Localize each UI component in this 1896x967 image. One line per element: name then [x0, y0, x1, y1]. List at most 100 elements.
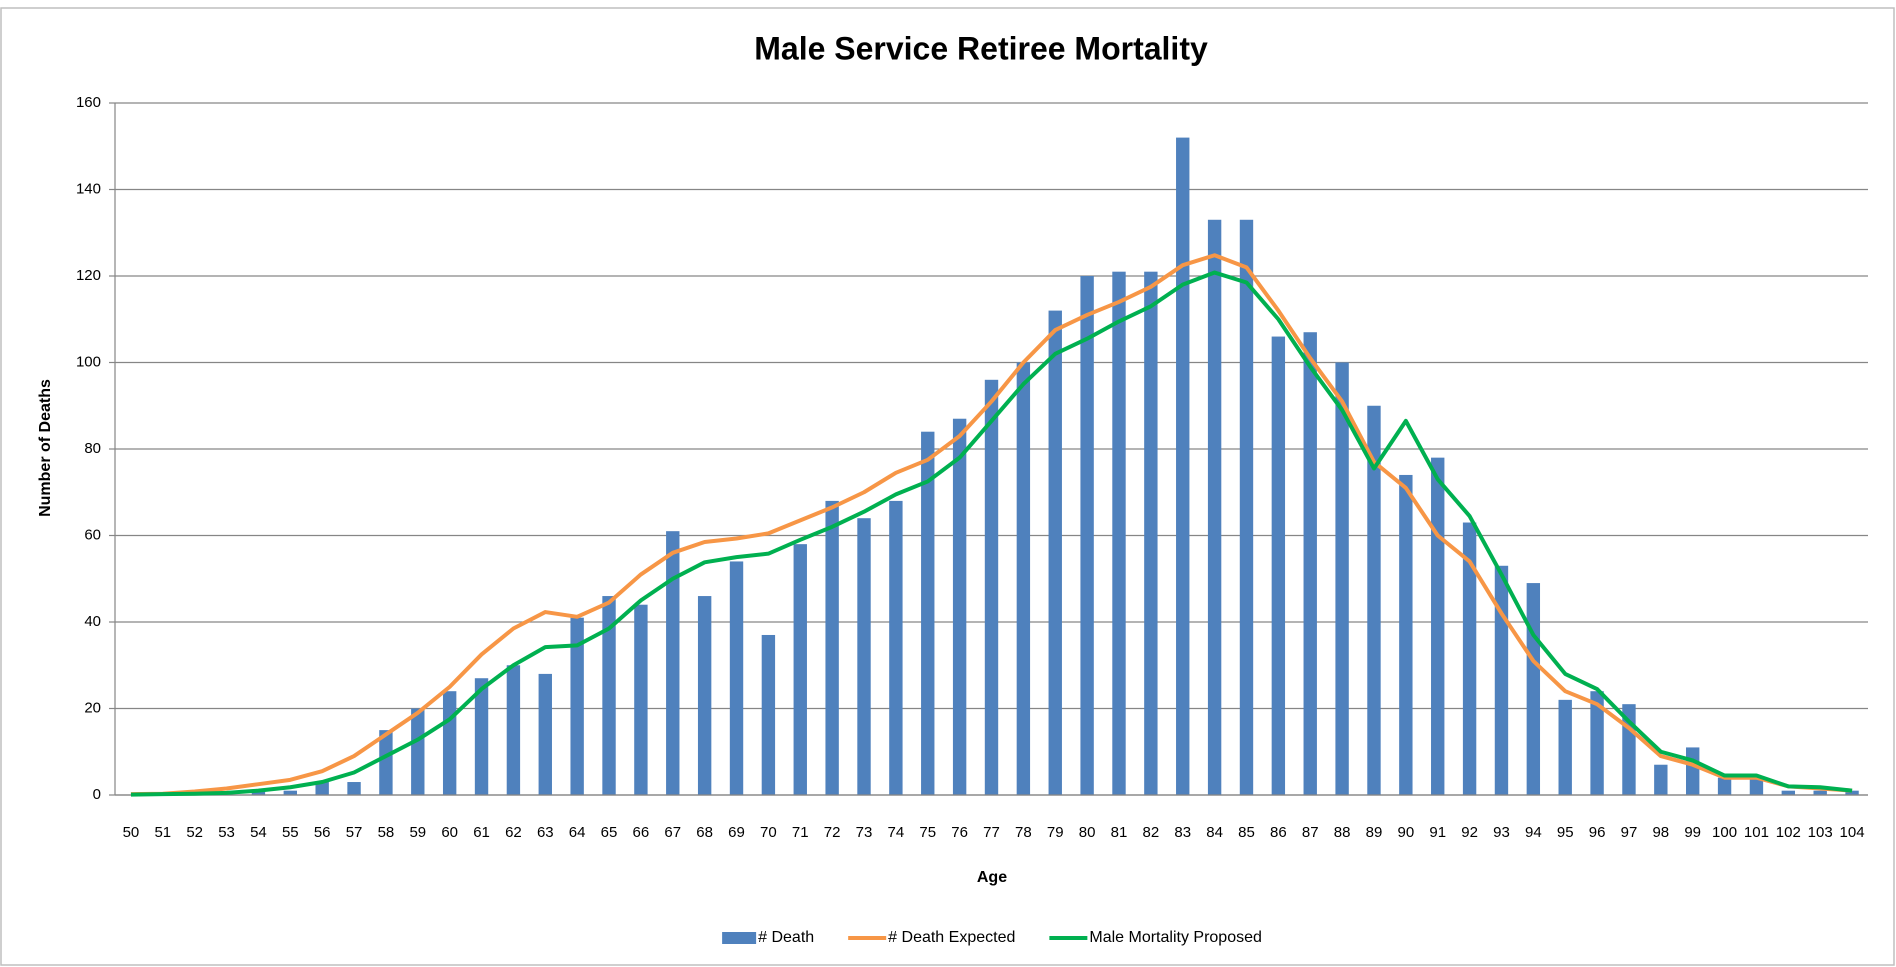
- x-tick-label: 83: [1174, 824, 1191, 841]
- x-tick-label: 72: [824, 824, 841, 841]
- x-tick-label: 95: [1557, 824, 1574, 841]
- x-tick-label: 59: [409, 824, 426, 841]
- legend-label: # Death Expected: [888, 929, 1015, 946]
- x-tick-label: 55: [282, 824, 299, 841]
- x-tick-label: 85: [1238, 824, 1255, 841]
- x-tick-label: 51: [154, 824, 171, 841]
- bar: [1590, 691, 1604, 795]
- y-tick-label: 20: [84, 699, 101, 716]
- bar: [1717, 777, 1732, 795]
- legend-swatch: [722, 932, 757, 944]
- series-line: [130, 270, 1853, 797]
- x-tick-label: 68: [696, 824, 713, 841]
- legend: # Death # Death Expected Male Mortality Pr…: [722, 929, 1262, 946]
- bar: [952, 418, 967, 795]
- x-tick-label: 99: [1684, 824, 1701, 841]
- bar: [761, 634, 776, 795]
- y-tick-label: 160: [76, 94, 101, 111]
- x-tick-label: 101: [1744, 824, 1769, 841]
- x-tick-label: 93: [1493, 824, 1510, 841]
- x-tick-label: 62: [505, 824, 522, 841]
- x-tick-label: 78: [1015, 824, 1032, 841]
- bar: [1335, 362, 1349, 795]
- x-tick-label: 97: [1621, 824, 1638, 841]
- x-tick-label: 98: [1652, 824, 1669, 841]
- x-tick-label: 91: [1429, 824, 1446, 841]
- bar: [602, 596, 616, 795]
- bar: [283, 790, 297, 795]
- x-tick-label: 74: [888, 824, 905, 841]
- x-tick-label: 61: [473, 824, 490, 841]
- x-tick-label: 100: [1712, 824, 1737, 841]
- bar: [793, 544, 807, 795]
- x-tick-label: 64: [569, 824, 586, 841]
- x-tick-label: 54: [250, 824, 267, 841]
- y-tick-label: 140: [76, 180, 101, 197]
- x-axis-title: Age: [977, 869, 1007, 886]
- bar: [1494, 565, 1509, 795]
- bar: [442, 691, 457, 795]
- x-tick-label: 103: [1808, 824, 1833, 841]
- x-tick-label: 87: [1302, 824, 1319, 841]
- x-tick-label: 53: [218, 824, 235, 841]
- x-tick-label: 58: [378, 824, 395, 841]
- x-tick-label: 102: [1776, 824, 1801, 841]
- bar: [1207, 219, 1222, 795]
- bar: [729, 561, 744, 795]
- y-tick-label: 80: [84, 440, 101, 457]
- x-tick-label: 81: [1111, 824, 1128, 841]
- y-tick-label: 60: [84, 526, 101, 543]
- x-tick-label: 52: [186, 824, 203, 841]
- bar: [634, 604, 648, 795]
- x-tick-label: 50: [123, 824, 140, 841]
- y-tick-label: 0: [93, 786, 101, 803]
- x-tick-label: 94: [1525, 824, 1542, 841]
- bar: [1749, 777, 1764, 795]
- bar: [666, 531, 680, 795]
- bar: [474, 678, 489, 795]
- y-tick-label: 120: [76, 267, 101, 284]
- bar: [857, 518, 871, 795]
- bar: [1781, 790, 1796, 795]
- bar: [379, 730, 393, 795]
- x-tick-label: 79: [1047, 824, 1064, 841]
- x-tick-label: 63: [537, 824, 554, 841]
- x-tick-label: 56: [314, 824, 331, 841]
- x-tick-label: 92: [1461, 824, 1478, 841]
- x-tick-label: 70: [760, 824, 777, 841]
- bar: [506, 665, 521, 795]
- bar: [1367, 405, 1381, 795]
- x-tick-label: 96: [1589, 824, 1606, 841]
- x-tick-label: 66: [633, 824, 650, 841]
- bar: [1239, 219, 1254, 795]
- bar: [921, 431, 935, 795]
- bar: [1654, 764, 1668, 795]
- x-tick-label: 84: [1206, 824, 1223, 841]
- bar: [1271, 336, 1286, 795]
- y-tick-label: 40: [84, 613, 101, 630]
- x-tick-label: 73: [856, 824, 873, 841]
- x-tick-label: 90: [1398, 824, 1415, 841]
- bar: [347, 782, 361, 795]
- x-tick-label: 71: [792, 824, 809, 841]
- y-axis-title: Number of Deaths: [37, 379, 54, 517]
- x-tick-label: 57: [346, 824, 363, 841]
- bar: [1813, 790, 1827, 795]
- bar: [889, 500, 903, 795]
- bar: [570, 617, 584, 795]
- bar: [251, 790, 266, 795]
- bar: [1176, 137, 1190, 796]
- bar: [1303, 332, 1317, 795]
- x-tick-label: 60: [441, 824, 458, 841]
- chart-frame: [0, 7, 1895, 966]
- bar: [1144, 271, 1158, 795]
- bar: [1845, 790, 1859, 795]
- bar: [1112, 271, 1126, 795]
- bar: [697, 596, 712, 795]
- bar: [1080, 276, 1094, 795]
- legend-label: # Death: [758, 929, 814, 946]
- chart-title: Male Service Retiree Mortality: [754, 30, 1208, 66]
- y-tick-label: 100: [76, 353, 101, 370]
